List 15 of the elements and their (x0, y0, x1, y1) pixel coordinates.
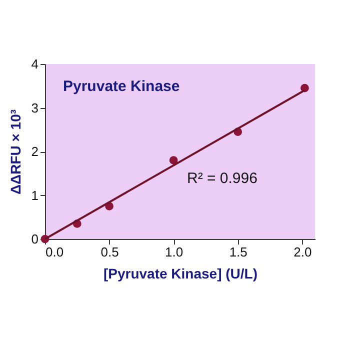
y-tick-label: 0 (31, 232, 38, 246)
x-tick-label: 1.5 (229, 244, 248, 260)
y-tick-label: 1 (31, 188, 38, 203)
x-tick-label: 0.5 (100, 244, 119, 260)
x-tick-label: 2.0 (294, 244, 312, 260)
annotation: R² = 0.996 (187, 170, 258, 187)
y-axis-title: ΔΔRFU × 10³ (7, 109, 24, 195)
x-tick-label: 0.0 (46, 244, 64, 260)
point (169, 156, 178, 164)
y-tick-label: 3 (31, 100, 38, 116)
text: Pyruvate Kinase (63, 78, 180, 95)
x-axis-title: [Pyruvate Kinase] (U/L) (103, 266, 258, 282)
y-tick-label: 4 (31, 56, 38, 72)
y-tick-label: 2 (31, 144, 38, 159)
x-tick-label: 1.0 (165, 244, 184, 260)
